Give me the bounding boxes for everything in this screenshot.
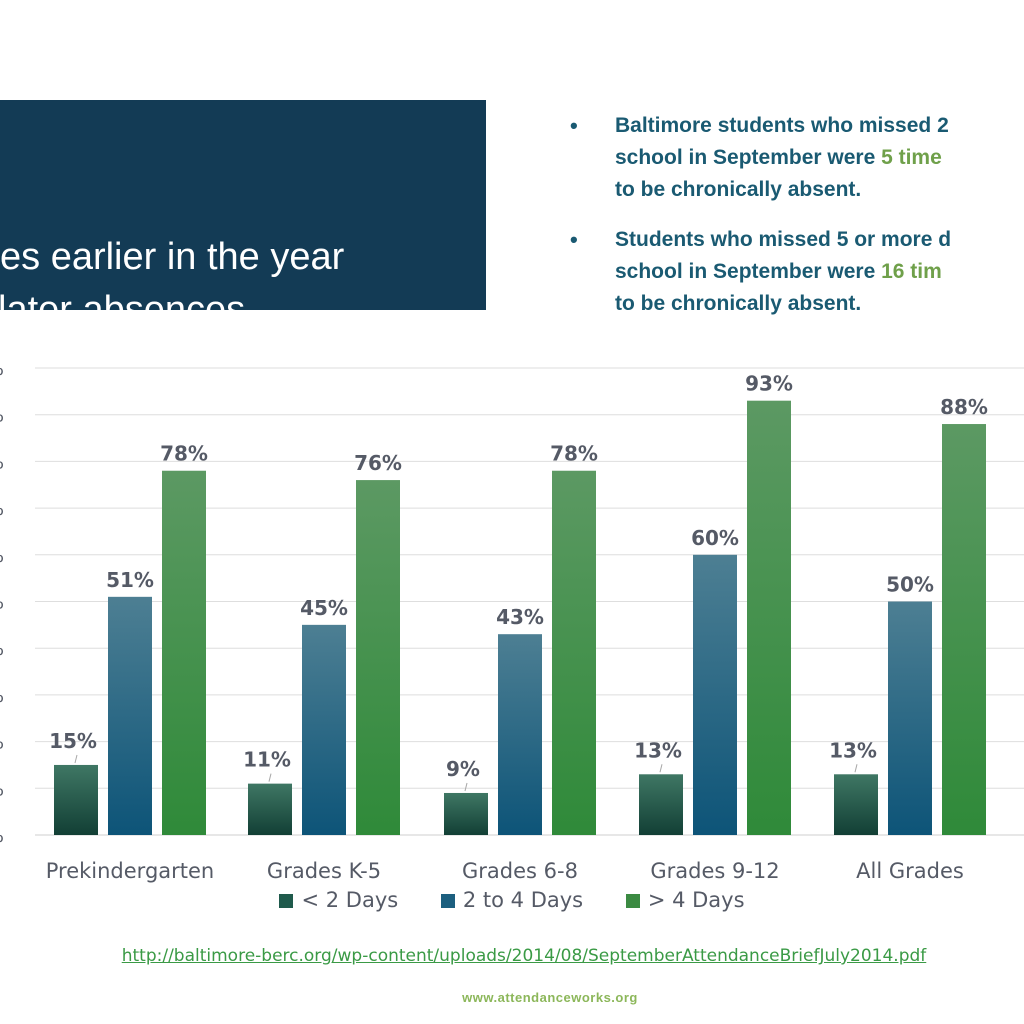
label-leader-line xyxy=(659,764,663,773)
y-tick-label: 20% xyxy=(0,732,4,754)
data-label: 78% xyxy=(550,442,598,466)
legend-item-gt4: > 4 Days xyxy=(625,888,745,912)
site-footer: www.attendanceworks.org xyxy=(462,990,638,1005)
bar-2to4 xyxy=(302,624,346,835)
y-tick-label: 0% xyxy=(0,825,4,847)
data-label: 13% xyxy=(829,738,877,762)
bullet-dot-icon: • xyxy=(570,227,578,252)
bullet-line: Students who missed 5 or more d xyxy=(615,228,952,251)
y-tick-label: 10% xyxy=(0,778,4,800)
bar-gt4 xyxy=(356,480,400,835)
data-label: 88% xyxy=(940,395,988,419)
x-tick-label: Grades K-5 xyxy=(267,859,381,883)
y-tick-label: 50% xyxy=(0,592,4,614)
legend-swatch-2to4 xyxy=(440,894,455,908)
label-leader-line xyxy=(268,773,272,782)
legend-label-gt4: > 4 Days xyxy=(647,888,745,912)
x-tick-label: Grades 9-12 xyxy=(650,859,779,883)
bullet-text: school in September were xyxy=(615,146,882,169)
bullet-line: school in September were 5 time xyxy=(615,142,1024,174)
title-line-2: later absences xyxy=(0,289,246,310)
bullet-line: Baltimore students who missed 2 xyxy=(615,114,949,137)
source-link[interactable]: http://baltimore-berc.org/wp-content/upl… xyxy=(121,946,927,966)
bullet-text: school in September were xyxy=(615,260,882,283)
y-tick-label: 30% xyxy=(0,685,4,707)
bar-lt2 xyxy=(834,774,878,835)
title-line-1: es earlier in the year xyxy=(0,236,345,278)
y-tick-label: 80% xyxy=(0,451,4,473)
data-label: 9% xyxy=(446,757,480,781)
bullet-item: • Students who missed 5 or more d school… xyxy=(560,224,1024,320)
bullet-dot-icon: • xyxy=(570,113,578,138)
legend-swatch-lt2 xyxy=(279,894,294,908)
chart-legend: < 2 Days 2 to 4 Days > 4 Days xyxy=(0,888,1024,912)
y-tick-label: 60% xyxy=(0,545,4,567)
data-label: 13% xyxy=(634,738,682,762)
bar-chart: 0% 10% 20% 30% 40% 50% 60% 70% 80% 90% 100% 15% 51% 7… xyxy=(0,358,1024,883)
bar-2to4 xyxy=(693,554,737,835)
label-leader-line xyxy=(854,764,858,773)
x-tick-label: Grades 6-8 xyxy=(462,859,578,883)
y-tick-label: 40% xyxy=(0,638,4,660)
bar-gt4 xyxy=(552,470,596,835)
data-label: 76% xyxy=(354,451,402,475)
legend-item-lt2: < 2 Days xyxy=(279,888,398,912)
bar-2to4 xyxy=(498,634,542,835)
bullet-line: to be chronically absent. xyxy=(615,178,862,201)
data-label: 43% xyxy=(496,605,544,629)
bar-lt2 xyxy=(54,764,98,835)
y-tick-label: 90% xyxy=(0,405,4,427)
bar-lt2 xyxy=(639,774,683,835)
bar-2to4 xyxy=(108,596,152,835)
bullet-item: • Baltimore students who missed 2 school… xyxy=(560,110,1024,206)
data-label: 51% xyxy=(106,568,154,592)
label-leader-line xyxy=(74,754,78,764)
bullet-line: to be chronically absent. xyxy=(615,292,862,315)
data-label: 15% xyxy=(49,729,97,753)
bar-gt4 xyxy=(747,400,791,835)
x-tick-label: All Grades xyxy=(856,859,964,883)
bar-gt4 xyxy=(162,470,206,835)
data-label: 11% xyxy=(243,748,291,772)
bullet-line: school in September were 16 tim xyxy=(615,256,1024,288)
bar-2to4 xyxy=(888,601,932,835)
title-banner: es earlier in the year later absences in… xyxy=(0,100,486,310)
data-label: 93% xyxy=(745,372,793,396)
legend-item-2to4: 2 to 4 Days xyxy=(440,888,584,912)
legend-label-2to4: 2 to 4 Days xyxy=(462,888,584,912)
data-label: 50% xyxy=(886,573,934,597)
data-label: 60% xyxy=(691,526,739,550)
legend-label-lt2: < 2 Days xyxy=(301,888,399,912)
bar-lt2 xyxy=(444,792,488,835)
x-tick-label: Prekindergarten xyxy=(46,859,215,883)
data-label: 45% xyxy=(300,596,348,620)
y-tick-label: 70% xyxy=(0,498,4,520)
bar-lt2 xyxy=(248,783,292,835)
bar-gt4 xyxy=(942,424,986,835)
y-tick-label: 100% xyxy=(0,358,4,380)
data-label: 78% xyxy=(160,442,208,466)
legend-swatch-gt4 xyxy=(625,894,640,908)
bullet-list: • Baltimore students who missed 2 school… xyxy=(560,110,1024,338)
label-leader-line xyxy=(464,782,468,792)
bullet-highlight: 16 tim xyxy=(881,260,942,283)
bullet-highlight: 5 time xyxy=(881,146,942,169)
